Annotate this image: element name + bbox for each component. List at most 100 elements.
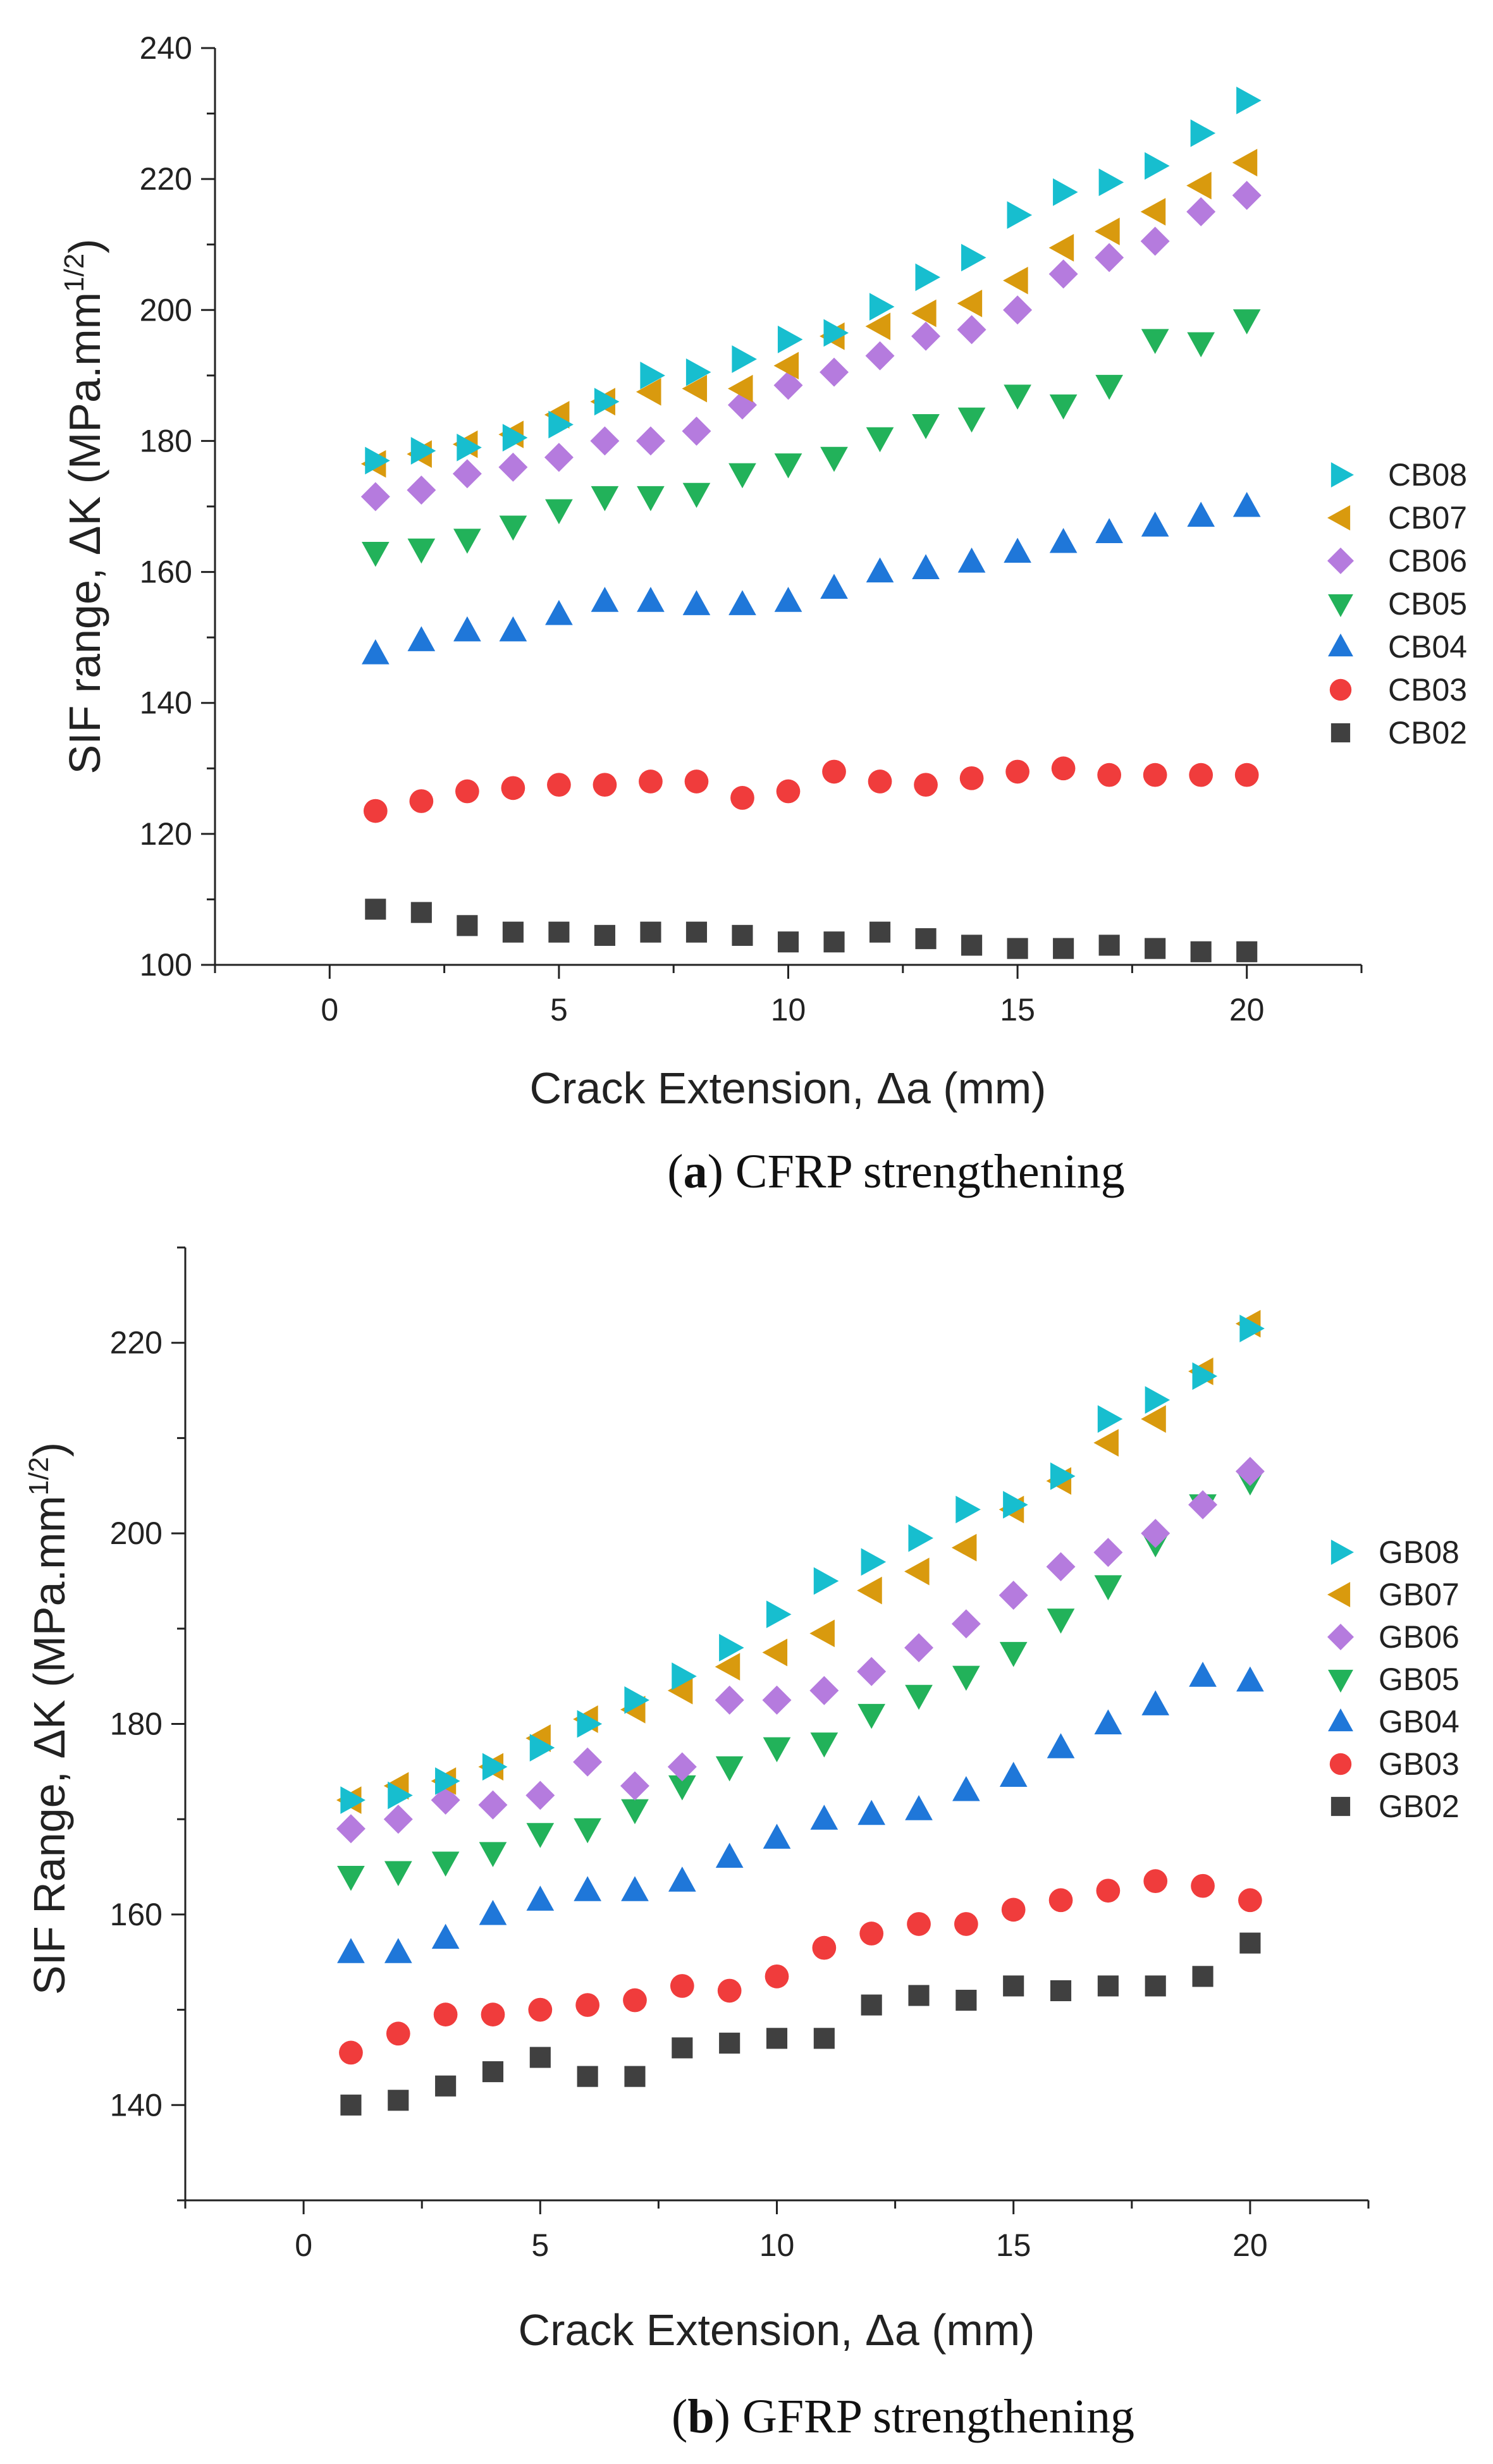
data-point-gb06 <box>762 1685 792 1715</box>
legend-marker-gb05 <box>1328 1669 1353 1693</box>
data-point-gb05 <box>857 1703 886 1729</box>
legend-label-gb07: GB07 <box>1379 1577 1459 1612</box>
legend-marker-cb05 <box>1328 594 1353 617</box>
data-point-cb02 <box>1190 941 1212 962</box>
data-point-cb04 <box>912 554 940 579</box>
y-tick-label: 220 <box>140 161 192 197</box>
data-point-gb04 <box>715 1842 744 1868</box>
data-point-gb03 <box>717 1978 742 2003</box>
data-point-gb02 <box>908 1985 930 2006</box>
data-point-cb06 <box>1232 181 1262 211</box>
data-point-cb03 <box>959 766 984 790</box>
data-point-cb02 <box>732 924 753 946</box>
data-point-gb02 <box>813 2028 835 2049</box>
data-point-cb03 <box>914 773 938 797</box>
data-point-cb03 <box>1189 763 1213 787</box>
data-point-cb05 <box>728 463 756 489</box>
panel-a-data-points <box>360 87 1262 962</box>
y-tick-label: 200 <box>140 292 192 328</box>
x-tick-label: 5 <box>531 2228 549 2263</box>
x-tick-label: 0 <box>321 992 338 1027</box>
legend-marker-gb07 <box>1327 1582 1351 1607</box>
legend-label-gb06: GB06 <box>1379 1619 1459 1655</box>
panel-b-data-points <box>336 1309 1265 2116</box>
panel-a-caption-letter: a <box>684 1145 708 1198</box>
data-point-gb03 <box>765 1964 789 1989</box>
data-point-gb05 <box>905 1684 933 1710</box>
legend-marker-cb07 <box>1327 505 1351 530</box>
data-point-cb07 <box>682 374 708 403</box>
data-point-gb04 <box>763 1823 791 1849</box>
panel-a-caption-text: CFRP strengthening <box>723 1145 1125 1198</box>
data-point-gb04 <box>952 1775 980 1801</box>
data-point-cb07 <box>636 377 661 406</box>
data-point-cb08 <box>961 243 986 272</box>
data-point-gb06 <box>904 1633 934 1662</box>
data-point-cb06 <box>773 371 803 400</box>
data-point-gb03 <box>1048 1888 1073 1913</box>
data-point-gb05 <box>999 1641 1028 1667</box>
data-point-gb06 <box>667 1752 697 1782</box>
panel-b-caption-text: GFRP strengthening <box>730 2390 1134 2443</box>
data-point-cb06 <box>407 475 436 505</box>
data-point-cb04 <box>407 626 436 651</box>
data-point-cb07 <box>1232 149 1258 177</box>
data-point-cb03 <box>639 769 663 794</box>
data-point-gb04 <box>810 1805 839 1830</box>
data-point-gb05 <box>479 1842 507 1867</box>
legend-label-gb05: GB05 <box>1379 1662 1459 1697</box>
data-point-gb06 <box>336 1814 366 1844</box>
data-point-gb07 <box>904 1557 930 1586</box>
y-tick-label: 180 <box>140 423 192 458</box>
x-tick-label: 5 <box>550 992 568 1027</box>
data-point-gb08 <box>1192 1362 1218 1390</box>
x-tick-label: 0 <box>295 2228 312 2263</box>
legend-marker-gb04 <box>1328 1708 1353 1732</box>
data-point-cb03 <box>363 799 388 823</box>
data-point-gb07 <box>715 1653 740 1681</box>
data-point-cb04 <box>1095 518 1123 543</box>
data-point-cb02 <box>915 928 937 950</box>
data-point-gb08 <box>1050 1462 1076 1490</box>
data-point-gb05 <box>952 1665 980 1691</box>
data-point-gb03 <box>1143 1869 1168 1894</box>
data-point-cb08 <box>365 446 390 475</box>
legend-marker-gb06 <box>1327 1624 1354 1650</box>
data-point-gb04 <box>999 1762 1028 1787</box>
data-point-cb02 <box>777 931 799 953</box>
data-point-cb08 <box>869 293 895 321</box>
data-point-cb05 <box>407 538 436 564</box>
data-point-gb05 <box>810 1732 839 1758</box>
data-point-cb07 <box>1140 198 1166 226</box>
data-point-cb05 <box>545 499 573 525</box>
data-point-cb02 <box>1053 938 1074 959</box>
data-point-cb02 <box>457 915 478 936</box>
data-point-cb04 <box>637 587 665 612</box>
legend-label-cb08: CB08 <box>1388 457 1467 493</box>
data-point-cb08 <box>1145 152 1170 180</box>
data-point-cb08 <box>548 410 574 439</box>
data-point-gb04 <box>1094 1709 1122 1735</box>
data-point-gb04 <box>1189 1662 1217 1687</box>
data-point-gb06 <box>1141 1519 1170 1548</box>
data-point-gb08 <box>1097 1405 1123 1433</box>
data-point-gb06 <box>809 1676 839 1705</box>
data-point-gb02 <box>1050 1980 1072 2002</box>
y-tick-label: 120 <box>140 816 192 852</box>
data-point-cb03 <box>1143 763 1167 787</box>
data-point-cb02 <box>961 935 983 956</box>
panel-a-y-axis-label: SIF range, ΔK (MPa.mm1/2) <box>59 239 109 775</box>
data-point-cb06 <box>452 459 482 489</box>
data-point-gb02 <box>435 2075 457 2097</box>
x-tick-label: 15 <box>996 2228 1031 2263</box>
data-point-cb08 <box>685 358 711 386</box>
legend-marker-cb08 <box>1330 462 1354 487</box>
data-point-gb04 <box>1236 1666 1264 1692</box>
y-tick-label: 140 <box>140 685 192 721</box>
data-point-cb02 <box>1145 938 1166 959</box>
data-point-cb02 <box>365 898 386 920</box>
data-point-cb05 <box>1049 394 1078 420</box>
panel-b-ticks <box>171 1246 1370 2214</box>
